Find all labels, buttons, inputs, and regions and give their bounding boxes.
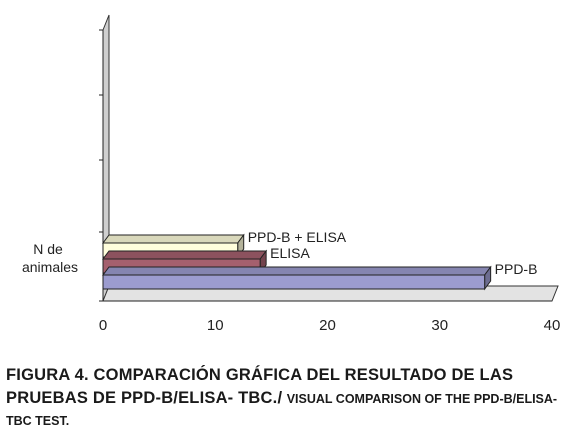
category-label: N de animales [22,241,78,275]
bar-label-ppd-b-elisa: PPD-B + ELISA [248,229,347,245]
y-axis-ticks [99,29,103,302]
x-tick-label: 10 [207,317,224,334]
bar-chart: N de animales 0 10 20 30 40 PPD-B + ELISAELI… [22,14,561,334]
caption-english: VISUAL COMPARISON OF THE PPD-B/ELISA- TB… [6,392,558,428]
bar-label-elisa: ELISA [270,245,310,261]
bar-ppd-b [102,265,492,291]
x-tick-label: 20 [319,317,336,334]
x-tick-label: 0 [99,317,107,334]
bar-top-face [102,234,245,244]
x-tick-label: 40 [544,317,561,334]
caption-spanish: FIGURA 4. COMPARACIÓN GRÁFICA DEL RESULT… [6,366,514,407]
bar-label-ppd-b: PPD-B [495,261,538,277]
bars [102,233,492,291]
x-axis-tick-labels: 0 10 20 30 40 [99,317,561,334]
figure-caption: FIGURA 4. COMPARACIÓN GRÁFICA DEL RESULT… [6,364,568,432]
x-tick-label: 30 [431,317,448,334]
bar-front-face [102,274,486,290]
bar-top-face [102,250,268,260]
bar-top-face [102,266,492,276]
